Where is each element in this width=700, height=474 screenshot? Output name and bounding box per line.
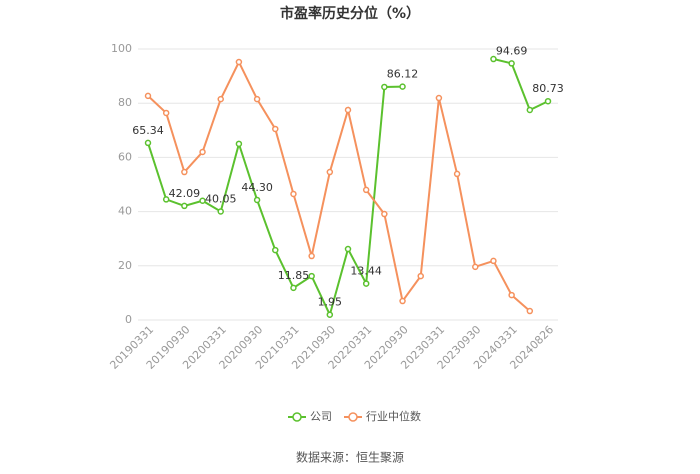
data-point	[526, 307, 534, 315]
data-point	[453, 170, 461, 178]
data-point	[181, 202, 188, 210]
series-line	[493, 58, 549, 112]
y-tick-label: 100	[111, 42, 132, 55]
data-point	[235, 140, 243, 148]
legend-marker	[348, 412, 358, 422]
legend-label: 公司	[310, 410, 332, 423]
data-point	[508, 60, 515, 67]
data-point	[490, 257, 497, 265]
data-point	[490, 55, 497, 63]
data-point	[290, 190, 297, 198]
data-label: 44.30	[241, 181, 273, 194]
data-point	[435, 94, 443, 102]
data-label: 40.05	[205, 192, 237, 205]
data-point	[526, 106, 534, 114]
data-label: 42.09	[169, 187, 201, 200]
data-point	[326, 311, 334, 318]
data-point	[381, 83, 388, 91]
data-point	[144, 139, 152, 147]
data-point	[544, 97, 552, 105]
data-point	[144, 92, 152, 100]
data-point	[508, 291, 515, 299]
data-point	[326, 168, 334, 176]
y-tick-label: 60	[118, 150, 132, 163]
legend-item: 行业中位数	[344, 409, 421, 423]
legend-marker	[292, 412, 302, 422]
data-point	[181, 168, 188, 176]
y-tick-label: 80	[118, 96, 132, 109]
data-point	[417, 272, 424, 280]
data-point	[217, 95, 224, 103]
data-point	[162, 109, 170, 117]
series-line	[147, 85, 403, 318]
data-label: 94.69	[496, 44, 528, 57]
data-point	[399, 83, 406, 90]
source-note: 数据来源：恒生聚源	[296, 450, 404, 465]
data-point	[253, 95, 261, 103]
data-point	[344, 245, 352, 253]
data-point	[399, 297, 406, 305]
data-point	[344, 106, 352, 114]
data-point	[199, 148, 206, 156]
y-tick-label: 20	[118, 259, 132, 272]
data-point	[272, 125, 279, 133]
data-point	[381, 210, 388, 218]
y-tick-label: 40	[118, 205, 132, 218]
data-label: 65.34	[132, 124, 164, 137]
series-line	[147, 59, 531, 312]
chart-title: 市盈率历史分位（%）	[280, 5, 420, 22]
data-label: 11.85	[278, 269, 310, 282]
legend-item: 公司	[288, 410, 332, 423]
data-point	[199, 197, 206, 205]
data-point	[362, 186, 370, 194]
data-point	[272, 246, 279, 254]
data-point	[217, 208, 224, 215]
data-point	[290, 284, 297, 292]
data-label: 80.73	[532, 82, 564, 95]
data-point	[308, 272, 315, 280]
y-tick-label: 0	[125, 313, 132, 326]
data-label: 13.44	[350, 265, 382, 278]
data-point	[235, 58, 243, 66]
data-label: 86.12	[387, 68, 419, 81]
data-label: 1.95	[318, 296, 343, 309]
data-point	[253, 196, 261, 204]
data-point	[162, 196, 170, 203]
data-point	[472, 263, 479, 271]
data-point	[308, 252, 315, 260]
data-point	[362, 280, 370, 287]
legend-label: 行业中位数	[366, 409, 421, 423]
